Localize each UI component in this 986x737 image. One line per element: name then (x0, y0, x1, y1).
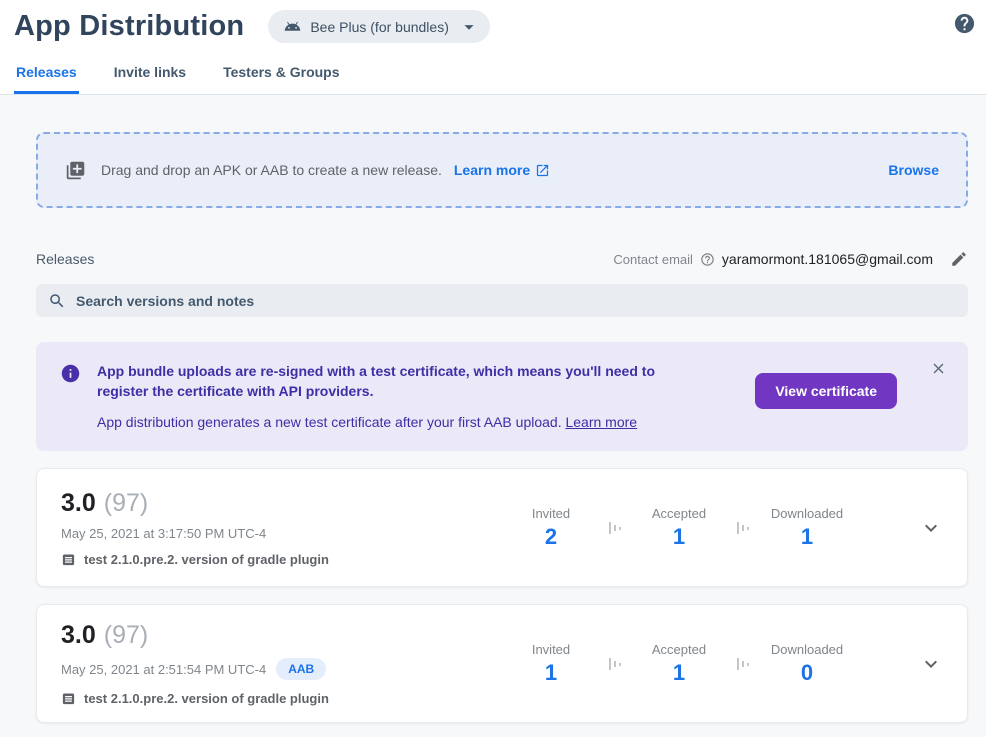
release-info: 3.0 (97) May 25, 2021 at 2:51:54 PM UTC-… (61, 621, 509, 706)
aab-badge: AAB (276, 658, 327, 680)
android-icon (284, 18, 301, 35)
banner-text-block: App bundle uploads are re-signed with a … (97, 361, 709, 432)
stat-value: 1 (672, 523, 686, 549)
search-bar (36, 284, 968, 317)
release-date: May 25, 2021 at 3:17:50 PM UTC-4 (61, 525, 267, 541)
release-notes: test 2.1.0.pre.2. version of gradle plug… (84, 551, 329, 567)
banner-body-text: App distribution generates a new test ce… (97, 412, 709, 432)
tab-invite-links[interactable]: Invite links (112, 55, 188, 94)
certificate-banner: App bundle uploads are re-signed with a … (36, 342, 968, 451)
stat-accepted: Accepted 1 (637, 642, 721, 686)
funnel-separator-icon (736, 656, 750, 672)
release-build-number: (97) (103, 488, 149, 517)
banner-learn-more-link[interactable]: Learn more (565, 414, 638, 430)
app-selector-label: Bee Plus (for bundles) (310, 18, 449, 35)
stat-value: 2 (544, 523, 558, 549)
release-version: 3.0 (61, 488, 96, 517)
funnel-separator-icon (736, 520, 750, 536)
release-info: 3.0 (97) May 25, 2021 at 3:17:50 PM UTC-… (61, 489, 509, 567)
expand-release-button[interactable] (919, 516, 943, 540)
notes-line: test 2.1.0.pre.2. version of gradle plug… (61, 552, 509, 567)
date-line: May 25, 2021 at 2:51:54 PM UTC-4 AAB (61, 658, 509, 680)
tab-bar: Releases Invite links Testers & Groups (0, 49, 986, 95)
help-icon (953, 12, 976, 35)
search-icon (48, 292, 66, 310)
stat-accepted: Accepted 1 (637, 506, 721, 550)
tab-testers-groups[interactable]: Testers & Groups (221, 55, 341, 94)
dropzone-learn-more-label: Learn more (453, 162, 531, 178)
stat-label: Downloaded (770, 505, 844, 521)
stat-invited: Invited 2 (509, 506, 593, 550)
chevron-down-icon (458, 16, 480, 38)
notes-icon (61, 552, 76, 567)
pencil-icon (950, 250, 968, 268)
contact-email-label: Contact email (613, 251, 693, 267)
stat-label: Accepted (651, 505, 707, 521)
stat-label: Accepted (651, 641, 707, 657)
funnel-separator-icon (608, 656, 622, 672)
stat-invited: Invited 1 (509, 642, 593, 686)
notes-line: test 2.1.0.pre.2. version of gradle plug… (61, 691, 509, 706)
release-date: May 25, 2021 at 2:51:54 PM UTC-4 (61, 661, 267, 677)
view-certificate-button[interactable]: View certificate (755, 373, 897, 409)
stat-downloaded: Downloaded 1 (765, 506, 849, 550)
upload-dropzone[interactable]: Drag and drop an APK or AAB to create a … (36, 132, 968, 208)
dropzone-learn-more-link[interactable]: Learn more (454, 162, 550, 178)
contact-email-value: yaramormont.181065@gmail.com (721, 251, 933, 267)
banner-close-button[interactable] (930, 360, 947, 377)
contact-email-help-icon[interactable] (700, 252, 715, 267)
funnel-separator-icon (608, 520, 622, 536)
library-add-icon (65, 160, 86, 181)
close-icon (930, 360, 947, 377)
stat-downloaded: Downloaded 0 (765, 642, 849, 686)
main-content: Drag and drop an APK or AAB to create a … (0, 132, 986, 723)
info-icon (60, 363, 81, 432)
releases-section-label: Releases (36, 251, 95, 267)
stat-label: Invited (531, 505, 571, 521)
banner-bold-text: App bundle uploads are re-signed with a … (97, 363, 655, 399)
stat-value: 1 (544, 659, 558, 685)
banner-body-sentence: App distribution generates a new test ce… (97, 414, 562, 430)
tab-releases[interactable]: Releases (14, 55, 79, 94)
notes-icon (61, 691, 76, 706)
release-stats: Invited 1 Accepted 1 Downloaded 0 (509, 642, 849, 686)
date-line: May 25, 2021 at 3:17:50 PM UTC-4 (61, 526, 509, 541)
help-button[interactable] (953, 12, 976, 35)
release-card[interactable]: 3.0 (97) May 25, 2021 at 2:51:54 PM UTC-… (36, 604, 968, 723)
chevron-down-icon (919, 652, 943, 676)
version-line: 3.0 (97) (61, 621, 509, 650)
stat-value: 1 (672, 659, 686, 685)
search-input[interactable] (76, 292, 956, 309)
stat-label: Downloaded (770, 641, 844, 657)
stat-value: 1 (800, 523, 814, 549)
stat-label: Invited (531, 641, 571, 657)
edit-contact-email-button[interactable] (950, 250, 968, 268)
release-notes: test 2.1.0.pre.2. version of gradle plug… (84, 691, 329, 706)
app-header: App Distribution Bee Plus (for bundles) … (0, 0, 986, 95)
release-build-number: (97) (103, 621, 149, 649)
release-stats: Invited 2 Accepted 1 Downloaded 1 (509, 506, 849, 550)
contact-email-group: Contact email yaramormont.181065@gmail.c… (613, 250, 968, 268)
expand-release-button[interactable] (919, 652, 943, 676)
dropzone-text: Drag and drop an APK or AAB to create a … (101, 162, 442, 178)
stat-value: 0 (800, 659, 814, 685)
version-line: 3.0 (97) (61, 489, 509, 518)
title-row: App Distribution Bee Plus (for bundles) (0, 0, 986, 49)
release-card[interactable]: 3.0 (97) May 25, 2021 at 3:17:50 PM UTC-… (36, 468, 968, 587)
external-link-icon (535, 163, 550, 178)
release-version: 3.0 (61, 621, 96, 649)
page-title: App Distribution (14, 10, 245, 42)
releases-header-row: Releases Contact email yaramormont.18106… (36, 250, 968, 268)
browse-button[interactable]: Browse (888, 162, 939, 178)
chevron-down-icon (919, 516, 943, 540)
app-selector-chip[interactable]: Bee Plus (for bundles) (268, 10, 490, 43)
